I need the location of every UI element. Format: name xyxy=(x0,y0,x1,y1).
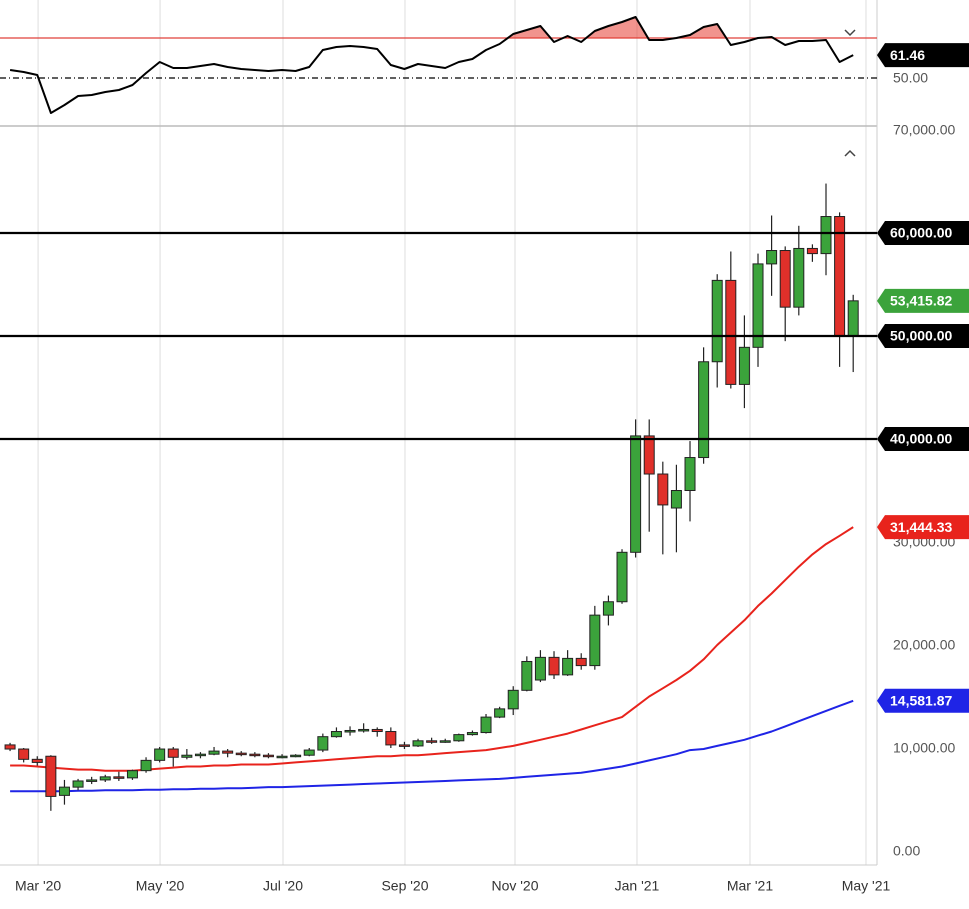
candle-body xyxy=(208,750,220,755)
candle-body xyxy=(371,728,383,733)
candle-body xyxy=(793,247,805,308)
candle-body xyxy=(630,435,642,553)
candle-body xyxy=(453,734,465,742)
last-price-label-bg xyxy=(877,288,969,313)
candle-body xyxy=(72,780,84,788)
x-tick-label: Mar '21 xyxy=(727,878,773,894)
candle-body xyxy=(4,744,16,750)
y-tick-label: 10,000.00 xyxy=(893,740,955,756)
candle-body xyxy=(290,754,302,758)
candle-body xyxy=(303,749,315,756)
candle-body xyxy=(344,729,356,733)
x-tick-label: Jan '21 xyxy=(615,878,660,894)
candle-body xyxy=(235,752,247,756)
series-line xyxy=(9,16,854,114)
candle-body xyxy=(249,753,261,757)
candle-body xyxy=(317,736,329,751)
level-label: 50,000.00 xyxy=(890,328,952,344)
ma-value-label-bg xyxy=(877,688,969,713)
candle-body xyxy=(45,755,57,797)
candle-body xyxy=(58,786,70,796)
candle-body xyxy=(276,755,288,759)
y-tick-label: 0.00 xyxy=(893,843,920,859)
x-tick-label: Nov '20 xyxy=(491,878,538,894)
candle-body xyxy=(575,657,587,667)
last-value-label-bg xyxy=(877,43,969,68)
candle-body xyxy=(262,754,274,758)
x-tick-label: Sep '20 xyxy=(381,878,428,894)
candle-body xyxy=(480,716,492,734)
overbought-area xyxy=(10,17,854,38)
level-label: 40,000.00 xyxy=(890,431,952,447)
candle-body xyxy=(426,740,438,743)
candle-body xyxy=(385,731,397,746)
candle-body xyxy=(330,731,342,738)
candle-body xyxy=(670,490,682,509)
candle-body xyxy=(711,279,723,363)
candle-body xyxy=(752,263,764,348)
collapse-icon[interactable] xyxy=(844,29,856,37)
y-tick-label: 20,000.00 xyxy=(893,637,955,653)
candle-body xyxy=(113,776,125,779)
candle-body xyxy=(643,435,655,475)
candle-body xyxy=(398,744,410,747)
y-tick-label: 70,000.00 xyxy=(893,122,955,138)
candle-body xyxy=(154,748,166,761)
level-label-bg xyxy=(877,221,969,245)
expand-icon[interactable] xyxy=(844,149,856,157)
candle-body xyxy=(657,473,669,506)
level-label: 60,000.00 xyxy=(890,225,952,241)
candle-body xyxy=(779,250,791,308)
candle-body xyxy=(18,748,30,760)
candle-body xyxy=(602,601,614,616)
x-tick-label: Mar '20 xyxy=(15,878,61,894)
candle-body xyxy=(534,656,546,681)
level-label-bg xyxy=(877,324,969,348)
candle-body xyxy=(834,216,846,337)
candle-body xyxy=(725,279,737,385)
x-tick-label: May '21 xyxy=(842,878,891,894)
last-price-label: 53,415.82 xyxy=(890,293,952,309)
level-label-bg xyxy=(877,427,969,451)
candle-body xyxy=(507,689,519,710)
candle-body xyxy=(820,216,832,255)
candle-body xyxy=(698,361,710,459)
candle-body xyxy=(548,656,560,676)
candle-body xyxy=(847,300,859,337)
candle-body xyxy=(494,708,506,718)
candle-body xyxy=(140,759,152,772)
candle-body xyxy=(439,740,451,743)
candle-body xyxy=(589,614,601,667)
candle-body xyxy=(86,779,98,782)
candle-body xyxy=(562,657,574,676)
candle-body xyxy=(684,457,696,492)
x-tick-label: Jul '20 xyxy=(263,878,303,894)
candle-body xyxy=(222,750,234,754)
candle-body xyxy=(806,247,818,255)
candle-body xyxy=(738,346,750,385)
candle-body xyxy=(181,754,193,758)
last-value-label: 61.46 xyxy=(890,47,925,63)
candle-body xyxy=(616,551,628,603)
candle-body xyxy=(521,660,533,691)
ma-value-label-bg xyxy=(877,515,969,540)
candle-body xyxy=(194,753,206,757)
candle-body xyxy=(126,770,138,779)
candle-body xyxy=(412,740,424,747)
candle-body xyxy=(466,732,478,736)
x-tick-label: May '20 xyxy=(136,878,185,894)
ma-value-label: 31,444.33 xyxy=(890,519,952,535)
candle-body xyxy=(358,728,370,732)
series-line xyxy=(10,699,854,793)
candle-body xyxy=(31,758,43,763)
candle-body xyxy=(167,748,179,758)
y-tick-label: 50.00 xyxy=(893,70,928,86)
candle-body xyxy=(766,250,778,265)
candle-body xyxy=(99,776,111,781)
ma-value-label: 14,581.87 xyxy=(890,693,952,709)
grid xyxy=(37,0,867,865)
